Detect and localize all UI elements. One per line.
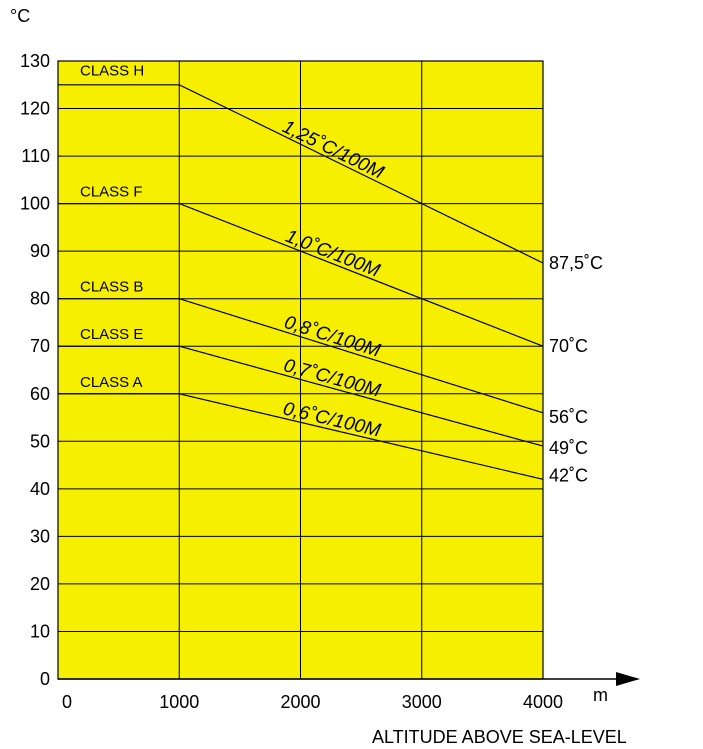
y-tick-label-90: 90: [30, 241, 50, 261]
series-line-0: [58, 84, 544, 264]
series-line-2: [179, 298, 544, 414]
y-tick-label-20: 20: [30, 574, 50, 594]
x-axis-label: ALTITUDE ABOVE SEA-LEVEL: [372, 727, 627, 747]
x-tick-label-4000: 4000: [523, 692, 563, 712]
end-label-1: 70˚C: [549, 336, 588, 356]
x-tick-label-1000: 1000: [159, 692, 199, 712]
x-axis-arrow: [616, 672, 640, 686]
end-label-4: 42˚C: [549, 465, 588, 485]
y-tick-label-60: 60: [30, 384, 50, 404]
end-label-0: 87,5˚C: [549, 253, 603, 273]
y-tick-label-120: 120: [20, 99, 50, 119]
y-tick-label-0: 0: [40, 669, 50, 689]
y-tick-label-100: 100: [20, 194, 50, 214]
class-labels: CLASS H CLASS F CLASS B CLASS E CLASS A: [80, 62, 144, 391]
axes: [58, 672, 640, 686]
end-value-labels: 87,5˚C 70˚C 56˚C 49˚C 42˚C: [549, 253, 603, 485]
y-tick-label-110: 110: [21, 146, 50, 166]
x-tick-labels: 0 1000 2000 3000 4000: [62, 692, 563, 712]
y-tick-label-40: 40: [30, 479, 50, 499]
x-tick-label-2000: 2000: [280, 692, 320, 712]
x-tick-label-3000: 3000: [402, 692, 442, 712]
series-lines: [58, 84, 544, 480]
y-tick-label-130: 130: [20, 51, 50, 71]
y-tick-label-30: 30: [30, 526, 50, 546]
class-label-0: CLASS H: [80, 62, 144, 79]
class-label-1: CLASS F: [80, 184, 143, 201]
y-axis-label: °C: [10, 6, 30, 26]
y-tick-label-80: 80: [30, 289, 50, 309]
y-tick-label-10: 10: [30, 621, 50, 641]
series-line-4: [179, 393, 544, 480]
class-label-3: CLASS E: [80, 326, 143, 343]
x-tick-label-0: 0: [62, 692, 72, 712]
class-label-4: CLASS A: [80, 374, 143, 391]
x-axis-unit: m: [593, 685, 608, 705]
series-line-1: [179, 203, 544, 347]
end-label-2: 56˚C: [549, 407, 588, 427]
y-tick-label-70: 70: [30, 336, 50, 356]
y-tick-labels: 0 10 20 30 40 50 60 70 80 90 100 110 120 130: [20, 51, 50, 689]
vertical-gridlines: [178, 61, 544, 679]
class-label-2: CLASS B: [80, 279, 143, 296]
y-tick-label-50: 50: [30, 431, 50, 451]
end-label-3: 49˚C: [549, 438, 588, 458]
series-line-3: [179, 345, 544, 447]
